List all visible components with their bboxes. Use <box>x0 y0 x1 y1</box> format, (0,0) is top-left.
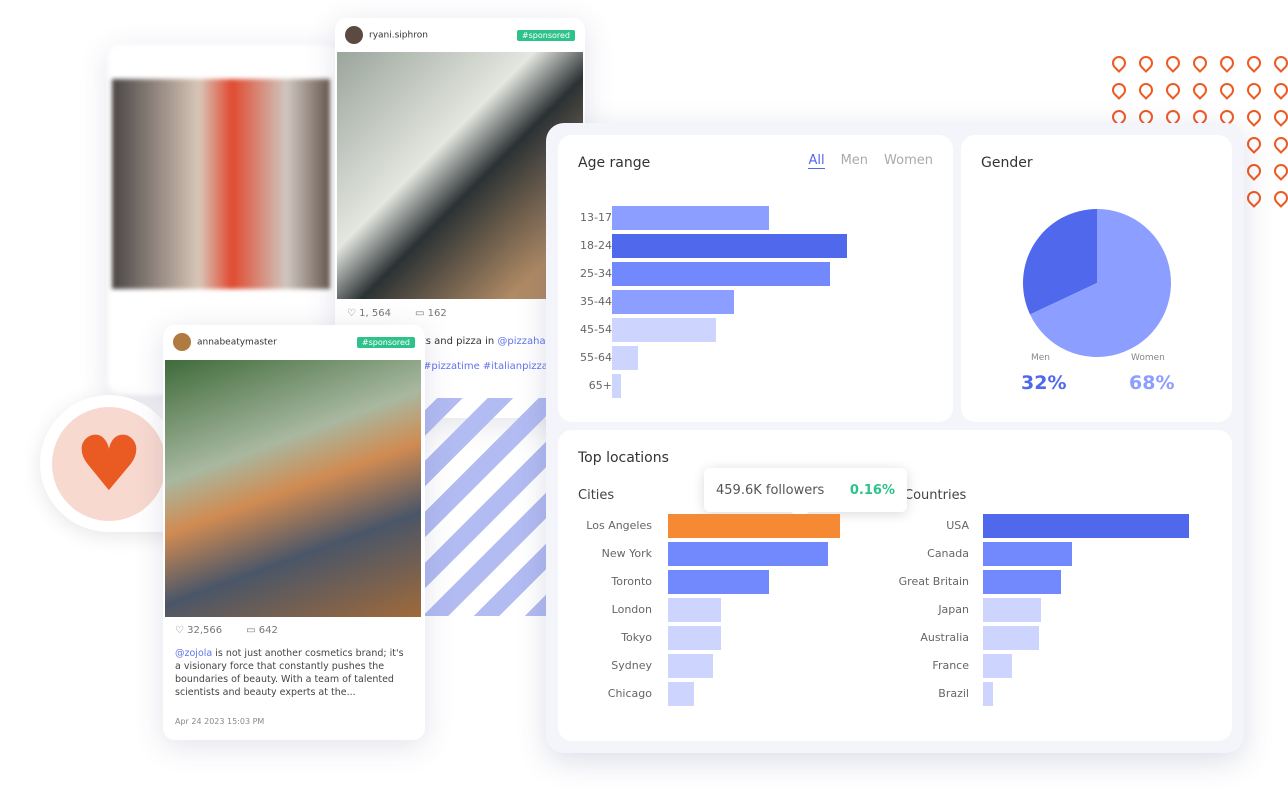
countries-label: Countries <box>904 488 967 503</box>
women-percent: 68% <box>1129 372 1175 394</box>
timestamp: Apr 24 2023 15:03 PM <box>175 717 265 726</box>
post-photo[interactable] <box>337 52 583 299</box>
pie-slice-men[interactable] <box>1023 209 1097 315</box>
panel-title: Top locations <box>578 450 669 466</box>
bar-label: New York <box>601 547 652 560</box>
bar-label: Australia <box>920 631 969 644</box>
decorative-stripes <box>400 398 550 616</box>
bar-toronto[interactable] <box>668 570 770 594</box>
caption: ks and pizza in <box>420 336 498 347</box>
bar-18-24[interactable] <box>612 234 847 258</box>
likes-count: 1, 564 <box>359 308 391 319</box>
bar-label: 45-54 <box>580 323 612 336</box>
bar-55-64[interactable] <box>612 346 639 370</box>
heart-icon: ♥ <box>74 419 144 508</box>
bar-australia[interactable] <box>983 626 1039 650</box>
sponsored-badge: #sponsored <box>356 336 415 348</box>
bar-label: Canada <box>927 547 969 560</box>
bar-label: London <box>611 603 652 616</box>
cities-label: Cities <box>578 488 615 503</box>
bar-label: 25-34 <box>580 267 612 280</box>
bar-25-34[interactable] <box>612 262 830 286</box>
bar-sydney[interactable] <box>668 654 713 678</box>
post-card-anna: annabeatymaster #sponsored ♡ 32,566 ▭ 642 … <box>163 325 425 740</box>
bar-label: Los Angeles <box>586 519 652 532</box>
username[interactable]: ryani.siphron <box>369 30 428 41</box>
bar-label: USA <box>946 519 969 532</box>
bar-tokyo[interactable] <box>668 626 722 650</box>
bar-13-17[interactable] <box>612 206 769 230</box>
bar-great-britain[interactable] <box>983 570 1062 594</box>
gender-pie <box>1023 209 1171 357</box>
comment-icon[interactable]: ▭ <box>414 308 425 319</box>
bar-label: Japan <box>938 603 969 616</box>
heart-bubble: ♥ <box>40 395 178 532</box>
sponsored-badge: #sponsored <box>516 29 575 41</box>
bar-label: Tokyo <box>621 631 652 644</box>
bar-japan[interactable] <box>983 598 1041 622</box>
bar-label: Sydney <box>611 659 652 672</box>
bar-35-44[interactable] <box>612 290 734 314</box>
bar-label: Great Britain <box>898 575 969 588</box>
comment-icon[interactable]: ▭ <box>246 625 256 636</box>
bar-label: Chicago <box>607 687 652 700</box>
caption: is not just another cosmetics brand; it'… <box>175 648 404 698</box>
bar-label: Brazil <box>938 687 969 700</box>
tab-women[interactable]: Women <box>884 153 933 168</box>
bar-label: 13-17 <box>580 211 612 224</box>
bar-usa[interactable] <box>983 514 1189 538</box>
women-label: Women <box>1131 353 1165 363</box>
bar-label: 18-24 <box>580 239 612 252</box>
pie-slice-women[interactable] <box>1030 209 1171 357</box>
bar-london[interactable] <box>668 598 722 622</box>
tooltip-followers: 459.6K followers <box>716 482 825 498</box>
tooltip: 459.6K followers 0.16% <box>704 468 907 521</box>
bar-45-54[interactable] <box>612 318 717 342</box>
mention-link[interactable]: @pizzahall <box>497 336 552 347</box>
top-locations-panel: Top locations Cities Countries 459.6K fo… <box>558 430 1232 741</box>
comments-count: 642 <box>258 625 278 636</box>
bar-label: 65+ <box>588 379 612 392</box>
men-label: Men <box>1031 353 1051 363</box>
bar-label: 55-64 <box>580 351 612 364</box>
tab-men[interactable]: Men <box>840 153 869 168</box>
bar-new-york[interactable] <box>668 542 828 566</box>
panel-title: Gender <box>981 155 1033 171</box>
avatar <box>173 333 191 351</box>
avatar <box>345 26 363 44</box>
bar-canada[interactable] <box>983 542 1072 566</box>
likes-count: 32,566 <box>187 625 223 636</box>
post-card-ryani: ryani.siphron #sponsored ♡ 1, 564 ▭ 162 ks… <box>335 18 585 418</box>
panel-title: Age range <box>578 155 651 171</box>
heart-icon[interactable]: ♡ <box>347 308 356 319</box>
bar-label: France <box>932 659 969 672</box>
username[interactable]: annabeatymaster <box>197 337 277 348</box>
bar-chicago[interactable] <box>668 682 694 706</box>
bar-label: 35-44 <box>580 295 612 308</box>
bar-brazil[interactable] <box>983 682 994 706</box>
gender-panel: Gender Men Women 32% 68% <box>961 135 1232 422</box>
heart-icon[interactable]: ♡ <box>175 625 184 636</box>
age-range-panel: Age range All Men Women 13-17 18-24 25-34 3… <box>558 135 953 422</box>
comments-count: 162 <box>427 308 447 319</box>
post-photo[interactable] <box>165 360 421 617</box>
tooltip-percent: 0.16% <box>849 482 895 498</box>
analytics-dashboard: Age range All Men Women 13-17 18-24 25-34 3… <box>546 123 1244 753</box>
bar-los-angeles[interactable] <box>668 514 840 538</box>
men-percent: 32% <box>1021 372 1067 394</box>
bar-label: Toronto <box>611 575 652 588</box>
blurred-post-card <box>108 45 338 395</box>
bar-65-[interactable] <box>612 374 621 398</box>
hashtags[interactable]: #pizzatime #italianpizza # <box>423 361 560 372</box>
mention-link[interactable]: @zojola <box>175 648 213 659</box>
bar-france[interactable] <box>983 654 1012 678</box>
tab-all[interactable]: All <box>808 153 825 169</box>
